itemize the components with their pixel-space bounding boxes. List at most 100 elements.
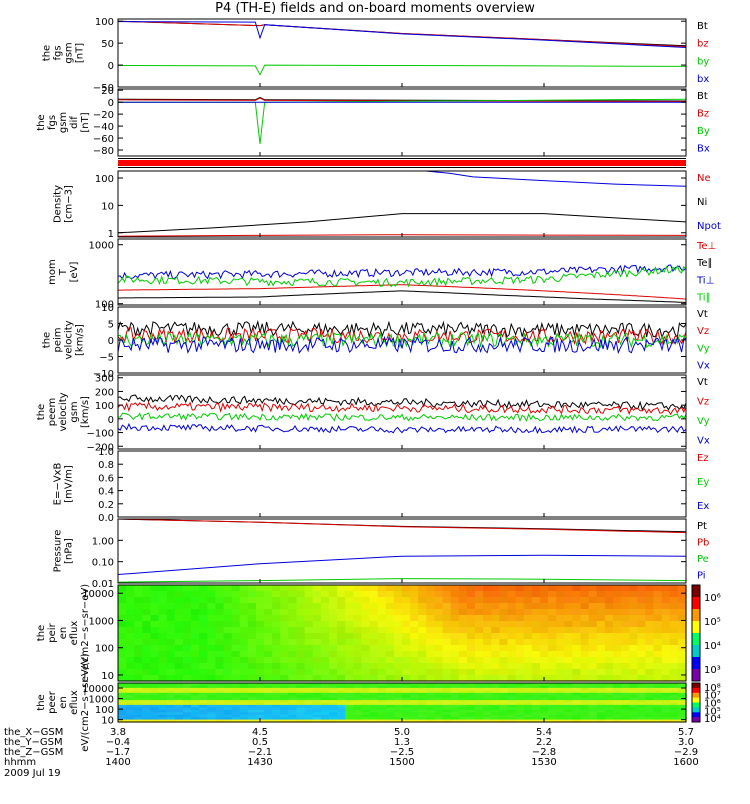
peir_en_eflux-cell (426, 663, 435, 670)
peir_en_eflux-cell (361, 657, 371, 664)
peer_en_eflux-cell (353, 702, 362, 706)
peer_en_eflux-cell (264, 690, 273, 694)
peir_en_eflux-cell (207, 585, 216, 592)
peir_en_eflux-colorbar-tick: 10⁵ (704, 617, 721, 628)
peir_en_eflux-cell (548, 675, 557, 682)
peir_en_eflux-cell (142, 669, 151, 676)
peer_en_eflux-cell (548, 690, 557, 694)
peer_en_eflux-cell (596, 692, 606, 696)
peer_en_eflux-cell (491, 712, 500, 716)
peer_en_eflux-cell (418, 687, 427, 691)
peir_en_eflux-cell (369, 657, 379, 664)
peer_en_eflux-cell (329, 717, 338, 721)
peir_en_eflux-cell (312, 639, 322, 646)
peer_en_eflux-cell (353, 692, 362, 696)
peir_en_eflux-cell (677, 669, 687, 676)
peer_en_eflux-cell (199, 707, 208, 711)
peer_en_eflux-cell (174, 683, 184, 686)
peir_en_eflux-cell (596, 669, 606, 676)
peir_en_eflux-cell (523, 627, 533, 634)
peem_velocity-ylabel-line: peem (47, 398, 58, 426)
peer_en_eflux-cell (499, 719, 509, 723)
peir_en_eflux-cell (507, 591, 517, 598)
peir_en_eflux-cell (320, 603, 330, 610)
peir_en_eflux-cell (320, 645, 330, 652)
peir_en_eflux-cell (596, 651, 606, 658)
peer_en_eflux-cell (126, 702, 135, 706)
peer_en_eflux-cell (450, 702, 460, 706)
peir_en_eflux-cell (166, 675, 176, 682)
peir_en_eflux-cell (442, 669, 452, 676)
peer_en_eflux-ytick-label: 10000 (82, 684, 114, 695)
peir_en_eflux-cell (320, 585, 330, 592)
peer_en_eflux-cell (255, 697, 265, 701)
peer_en_eflux-cell (564, 685, 573, 689)
fgs_gsm-ytick-label: 50 (101, 39, 114, 50)
peir_en_eflux-cell (199, 585, 208, 592)
peir_en_eflux-cell (247, 621, 257, 628)
peir_en_eflux-cell (629, 663, 638, 670)
pressure-series-2 (117, 578, 687, 583)
peer_en_eflux-cell (361, 714, 371, 718)
efield-ytick-label: 0.2 (98, 500, 114, 511)
peir_en_eflux-cell (320, 597, 330, 604)
peer_en_eflux-cell (320, 692, 330, 696)
peer_en_eflux-cell (126, 692, 135, 696)
peir_en_eflux-cell (588, 615, 598, 622)
peer_en_eflux-cell (418, 695, 427, 699)
peer_en_eflux-cell (385, 709, 395, 713)
peer_en_eflux-cell (402, 702, 411, 706)
peer_en_eflux-cell (669, 714, 679, 718)
peer_en_eflux-cell (402, 707, 411, 711)
peir_en_eflux-cell (118, 615, 127, 622)
peir_en_eflux-cell (166, 645, 176, 652)
peir_en_eflux-cell (150, 603, 160, 610)
peer_en_eflux-cell (255, 687, 265, 691)
peir_en_eflux-cell (223, 591, 233, 598)
peer_en_eflux-cell (377, 697, 387, 701)
peer_en_eflux-cell (304, 714, 314, 718)
peir_en_eflux-cell (231, 591, 241, 598)
peir_en_eflux-cell (174, 675, 184, 682)
peir_en_eflux-cell (402, 639, 411, 646)
peir_en_eflux-cell (255, 609, 265, 616)
peir_en_eflux-cell (661, 585, 671, 592)
peir_en_eflux-cell (377, 651, 387, 658)
peer_en_eflux-colorbar-segment (692, 717, 700, 723)
peer_en_eflux-cell (402, 704, 411, 708)
peer_en_eflux-cell (304, 702, 314, 706)
peir_en_eflux-cell (564, 627, 573, 634)
peir_en_eflux-cell (596, 627, 606, 634)
peer_en_eflux-cell (215, 690, 225, 694)
peir_en_eflux-cell (402, 651, 411, 658)
peer_en_eflux-cell (207, 692, 216, 696)
peir_en_eflux-cell (369, 675, 379, 682)
peir_en_eflux-cell (329, 621, 338, 628)
peem_velocity-ytick-label: 200 (95, 387, 114, 398)
peer_en_eflux-cell (320, 714, 330, 718)
peir_en_eflux-cell (304, 615, 314, 622)
fgs_gsm_dif-legend-0: Bt (697, 91, 708, 102)
peir_en_eflux-cell (523, 657, 533, 664)
peir_en_eflux-cell (507, 621, 517, 628)
peer_en_eflux-cell (637, 712, 646, 716)
peer_en_eflux-cell (320, 709, 330, 713)
peer_en_eflux-cell (361, 719, 371, 723)
peer_en_eflux-cell (572, 687, 582, 691)
peer_en_eflux-cell (337, 695, 346, 699)
peer_en_eflux-cell (539, 687, 549, 691)
peer_en_eflux-cell (231, 692, 241, 696)
peer_en_eflux-cell (572, 695, 582, 699)
peir_en_eflux-cell (523, 609, 533, 616)
peir_en_eflux-cell (215, 645, 225, 652)
peer_en_eflux-cell (621, 717, 630, 721)
peer_en_eflux-cell (264, 709, 273, 713)
peer_en_eflux-cell (450, 709, 460, 713)
peer_en_eflux-cell (126, 714, 135, 718)
peer_en_eflux-cell (280, 685, 289, 689)
peer_en_eflux-cell (280, 692, 289, 696)
peer_en_eflux-cell (426, 719, 435, 723)
peer_en_eflux-cell (507, 719, 517, 723)
peer_en_eflux-cell (491, 683, 500, 686)
peir_en_eflux-cell (264, 645, 273, 652)
